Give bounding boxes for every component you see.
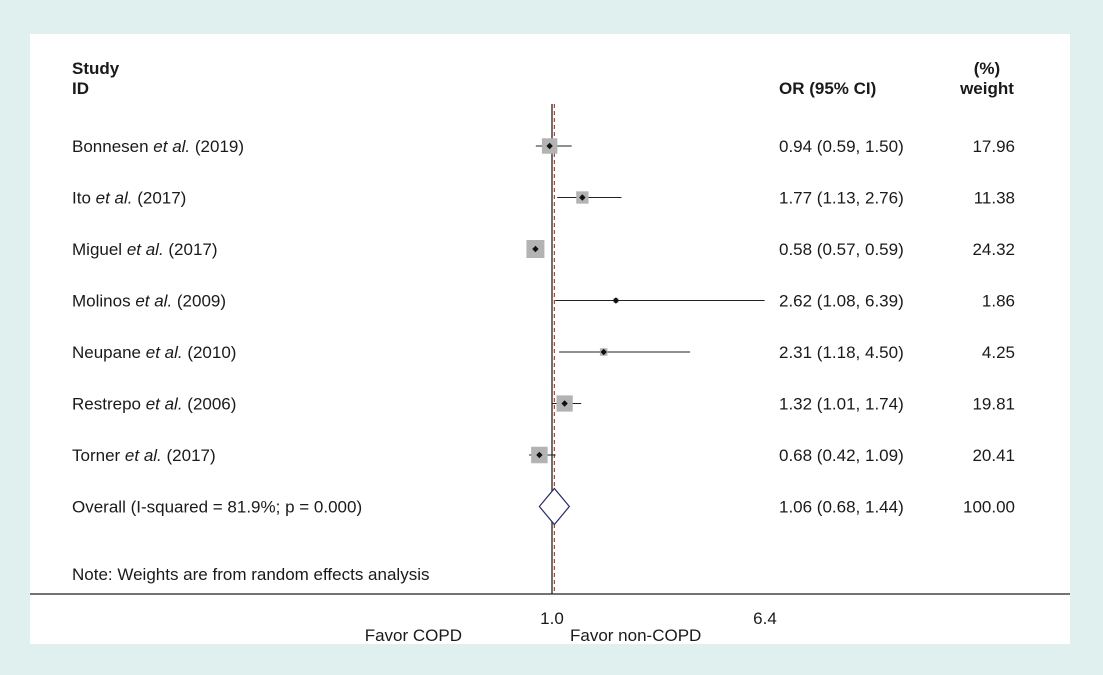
header-or-ci: OR (95% CI) xyxy=(779,79,876,98)
study-name: Restrepo xyxy=(72,395,146,414)
study-name: Torner xyxy=(72,446,125,465)
study-point-estimate xyxy=(532,245,539,253)
study-name: Ito xyxy=(72,189,96,208)
study-point-estimate xyxy=(600,348,607,356)
x-tick-label-1: 1.0 xyxy=(540,609,564,628)
study-weight-text: 1.86 xyxy=(982,292,1015,311)
study-label: Miguel et al. (2017) xyxy=(72,240,218,259)
study-ci-text: 2.62 (1.08, 6.39) xyxy=(779,292,904,311)
header-weight-pct: (%) xyxy=(974,59,1000,78)
study-weight-text: 20.41 xyxy=(972,446,1015,465)
study-ci-text: 2.31 (1.18, 4.50) xyxy=(779,343,904,362)
study-ci-text: 0.68 (0.42, 1.09) xyxy=(779,446,904,465)
study-etal: et al. xyxy=(153,137,190,156)
study-name: Miguel xyxy=(72,240,127,259)
study-point-estimate xyxy=(579,194,586,201)
study-ci-text: 0.94 (0.59, 1.50) xyxy=(779,137,904,156)
study-year: (2019) xyxy=(190,137,244,156)
study-ci-text: 1.32 (1.01, 1.74) xyxy=(779,395,904,414)
study-label: Ito et al. (2017) xyxy=(72,189,186,208)
header-study: Study xyxy=(72,59,120,78)
overall-diamond xyxy=(538,487,571,526)
overall-label: Overall (I-squared = 81.9%; p = 0.000) xyxy=(72,498,362,517)
study-label: Neupane et al. (2010) xyxy=(72,343,236,362)
favor-left-label: Favor COPD xyxy=(365,626,462,644)
study-ci-text: 0.58 (0.57, 0.59) xyxy=(779,240,904,259)
study-name: Neupane xyxy=(72,343,146,362)
study-year: (2010) xyxy=(183,343,237,362)
overall-weight-text: 100.00 xyxy=(963,498,1015,517)
study-etal: et al. xyxy=(146,343,183,362)
study-weight-text: 4.25 xyxy=(982,343,1015,362)
header-weight: weight xyxy=(959,79,1014,98)
study-year: (2017) xyxy=(132,189,186,208)
study-etal: et al. xyxy=(125,446,162,465)
study-ci-text: 1.77 (1.13, 2.76) xyxy=(779,189,904,208)
study-year: (2006) xyxy=(183,395,237,414)
study-label: Bonnesen et al. (2019) xyxy=(72,137,244,156)
study-name: Molinos xyxy=(72,292,135,311)
study-weight-text: 19.81 xyxy=(972,395,1015,414)
study-label: Restrepo et al. (2006) xyxy=(72,395,236,414)
study-etal: et al. xyxy=(146,395,183,414)
study-point-estimate xyxy=(561,400,568,407)
study-etal: et al. xyxy=(135,292,172,311)
x-tick-label-2: 6.4 xyxy=(753,609,777,628)
forest-plot: Study ID OR (95% CI) (%) weight Bonnesen… xyxy=(30,59,1070,644)
study-weight-text: 17.96 xyxy=(972,137,1015,156)
study-year: (2017) xyxy=(164,240,218,259)
study-etal: et al. xyxy=(127,240,164,259)
study-etal: et al. xyxy=(96,189,133,208)
chart-panel: Study ID OR (95% CI) (%) weight Bonnesen… xyxy=(30,34,1070,644)
study-name: Bonnesen xyxy=(72,137,153,156)
overall-ci-text: 1.06 (0.68, 1.44) xyxy=(779,498,904,517)
study-rows: Bonnesen et al. (2019) 0.94 (0.59, 1.50) 1… xyxy=(72,137,1015,517)
study-weight-text: 11.38 xyxy=(974,189,1015,208)
study-year: (2009) xyxy=(172,292,226,311)
plot-marks xyxy=(526,104,765,594)
study-label: Molinos et al. (2009) xyxy=(72,292,226,311)
favor-right-label: Favor non-COPD xyxy=(570,626,701,644)
study-year: (2017) xyxy=(162,446,216,465)
study-weight-text: 24.32 xyxy=(972,240,1015,259)
header-id: ID xyxy=(72,79,89,98)
weights-note: Note: Weights are from random effects an… xyxy=(72,565,429,584)
study-point-estimate xyxy=(612,297,620,304)
study-label: Torner et al. (2017) xyxy=(72,446,216,465)
